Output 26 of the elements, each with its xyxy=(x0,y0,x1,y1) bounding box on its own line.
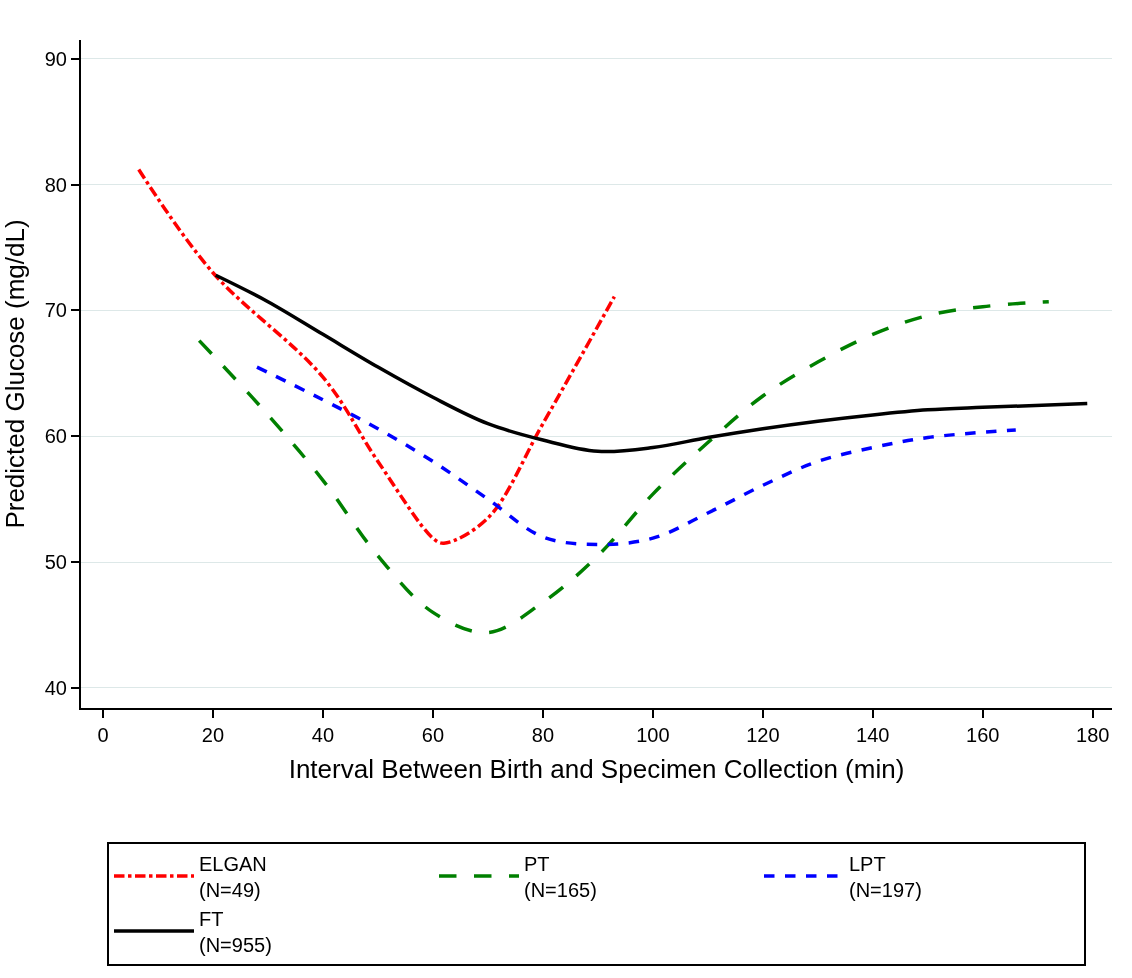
line-series xyxy=(136,167,617,545)
x-tick-label: 120 xyxy=(746,724,780,746)
line-series xyxy=(213,273,1090,454)
x-tick-label: 40 xyxy=(311,724,335,746)
y-tick-label: 90 xyxy=(44,47,67,70)
legend-label: ELGAN (N=49) xyxy=(199,852,267,901)
legend-label: LPT (N=197) xyxy=(849,852,922,901)
x-tick-label: 180 xyxy=(1076,724,1110,746)
x-tick-label: 80 xyxy=(531,724,555,746)
legend-label: PT (N=165) xyxy=(524,852,597,901)
x-tick-label: 140 xyxy=(856,724,890,746)
y-tick-label: 60 xyxy=(44,425,67,448)
x-tick-label: 160 xyxy=(966,724,1000,746)
x-tick-label: 100 xyxy=(636,724,670,746)
x-tick-label: 0 xyxy=(97,724,109,746)
y-tick-label: 70 xyxy=(44,299,67,322)
y-tick-label: 80 xyxy=(44,173,67,196)
x-tick-label: 20 xyxy=(201,724,225,746)
x-axis-title: Interval Between Birth and Specimen Collection (min) xyxy=(288,754,905,785)
legend-label: FT (N=955) xyxy=(199,907,272,956)
x-tick-label: 60 xyxy=(421,724,445,746)
y-tick-label: 50 xyxy=(44,551,67,574)
y-tick-label: 40 xyxy=(44,676,67,699)
y-axis-title: Predicted Glucose (mg/dL) xyxy=(0,219,30,529)
line-series xyxy=(255,365,1018,547)
line-series xyxy=(197,299,1051,635)
